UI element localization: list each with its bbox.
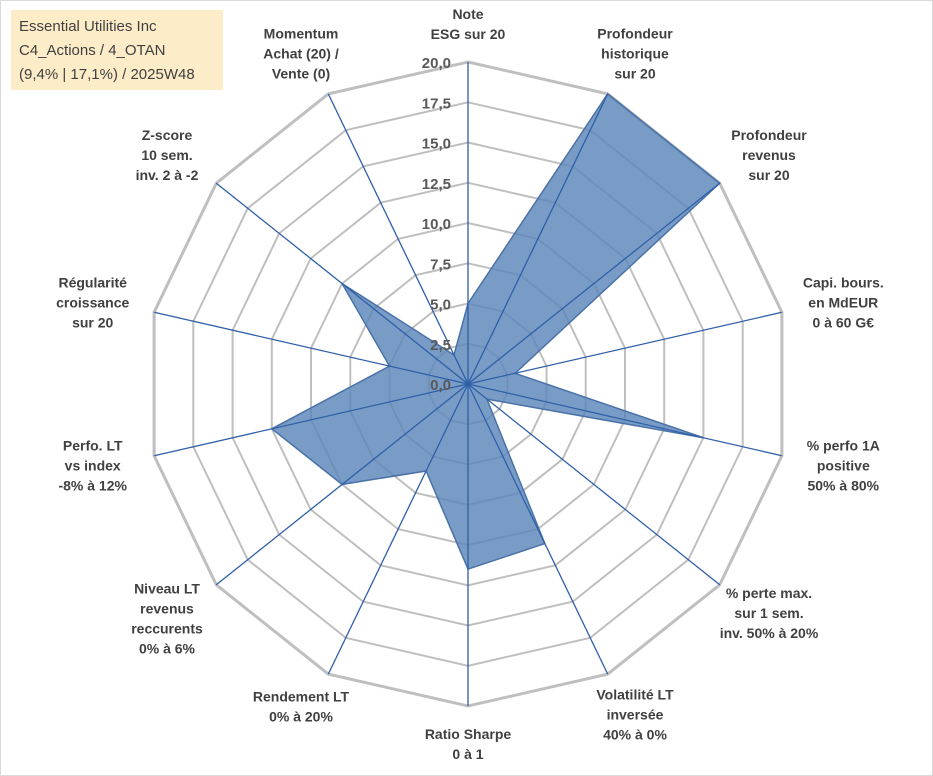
axis-label-line: 0% à 20% xyxy=(269,709,333,725)
radial-tick-label: 15,0 xyxy=(422,136,451,153)
axis-label-line: en MdEUR xyxy=(808,294,878,310)
radial-tick-label: 17,5 xyxy=(422,95,451,112)
axis-label-line: 50% à 80% xyxy=(807,478,879,494)
axis-spoke xyxy=(467,93,609,385)
axis-spoke xyxy=(153,311,469,385)
axis-label-line: Profondeur xyxy=(597,25,673,41)
axis-label-line: inv. 50% à 20% xyxy=(720,625,819,641)
axis-label-line: Momentum xyxy=(264,25,339,41)
axis-spoke xyxy=(327,93,469,385)
axis-label-line: 0% à 6% xyxy=(139,640,196,656)
axis-label: Ratio Sharpe 0 à 1 xyxy=(425,726,512,762)
axis-label-line: sur 1 sem. xyxy=(734,605,803,621)
axis-label-line: positive xyxy=(817,458,870,474)
data-series-area xyxy=(270,92,721,571)
axis-label-line: historique xyxy=(601,45,669,61)
axis-label-line: Volatilité LT xyxy=(596,687,674,703)
axis-label: Profondeur revenus sur 20 xyxy=(731,127,807,183)
axis-label: Rendement LT 0% à 20% xyxy=(253,689,350,725)
axis-label-line: sur 20 xyxy=(614,65,655,81)
axis-label-line: revenus xyxy=(742,147,796,163)
title-line-company: Essential Utilities Inc xyxy=(19,18,157,35)
axis-label: Capi. bours. en MdEUR 0 à 60 G€ xyxy=(803,274,884,330)
axis-label-line: ESG sur 20 xyxy=(431,26,506,42)
radar-spokes xyxy=(153,62,783,706)
axis-label-line: 0 à 1 xyxy=(452,746,483,762)
axis-label-line: inv. 2 à -2 xyxy=(136,167,199,183)
axis-label: % perfo 1A positive 50% à 80% xyxy=(807,438,880,494)
axis-label-line: vs index xyxy=(65,458,121,474)
axis-label-line: 40% à 0% xyxy=(603,727,667,743)
axis-label-line: Régularité xyxy=(58,274,127,290)
axis-label-line: Rendement LT xyxy=(253,689,350,705)
axis-spoke xyxy=(327,383,469,675)
axis-label-line: croissance xyxy=(56,294,129,310)
radial-tick-labels: 0,0 2,5 5,0 7,5 10,0 12,5 15,0 17,5 20,0 xyxy=(422,55,451,394)
axis-spoke xyxy=(215,383,469,586)
axis-label-line: Note xyxy=(452,6,483,22)
axis-spoke xyxy=(467,383,609,675)
axis-spoke xyxy=(153,383,469,457)
axis-label-line: Ratio Sharpe xyxy=(425,726,512,742)
radial-tick-label: 2,5 xyxy=(430,337,451,354)
axis-labels: Note ESG sur 20 Profondeur historique sur 20… xyxy=(56,6,884,762)
radial-tick-label: 12,5 xyxy=(422,176,451,193)
axis-spoke xyxy=(467,311,783,385)
radial-tick-label: 5,0 xyxy=(430,297,451,314)
axis-label-line: % perte max. xyxy=(726,585,812,601)
title-line-category: C4_Actions / 4_OTAN xyxy=(19,42,166,59)
axis-label-line: Niveau LT xyxy=(134,580,200,596)
axis-label-line: Capi. bours. xyxy=(803,274,884,290)
axis-spoke xyxy=(215,182,469,385)
axis-label-line: 10 sem. xyxy=(141,147,192,163)
radial-tick-label: 10,0 xyxy=(422,216,451,233)
axis-label: Profondeur historique sur 20 xyxy=(597,25,673,81)
axis-label: Note ESG sur 20 xyxy=(431,6,506,42)
axis-spoke xyxy=(467,383,783,457)
axis-spoke xyxy=(467,383,721,586)
axis-label: Z-score 10 sem. inv. 2 à -2 xyxy=(136,127,199,183)
axis-spoke xyxy=(467,182,721,385)
axis-label-line: revenus xyxy=(140,600,194,616)
axis-label: Perfo. LT vs index -8% à 12% xyxy=(58,438,127,494)
radial-tick-label: 20,0 xyxy=(422,55,451,72)
axis-label: Régularité croissance sur 20 xyxy=(56,274,129,330)
axis-label-line: Achat (20) / xyxy=(263,45,339,61)
axis-label: Niveau LT revenus reccurents 0% à 6% xyxy=(131,580,203,656)
axis-label-line: Z-score xyxy=(142,127,193,143)
axis-label-line: sur 20 xyxy=(72,314,113,330)
axis-label: Momentum Achat (20) / Vente (0) xyxy=(263,25,339,81)
axis-label-line: reccurents xyxy=(131,620,203,636)
radial-tick-label: 0,0 xyxy=(430,377,451,394)
axis-label-line: Perfo. LT xyxy=(63,438,123,454)
title-line-period: (9,4% | 17,1%) / 2025W48 xyxy=(19,66,195,83)
radial-tick-label: 7,5 xyxy=(430,256,451,273)
axis-label-line: inversée xyxy=(607,707,664,723)
chart-title-box: Essential Utilities Inc C4_Actions / 4_O… xyxy=(11,10,223,90)
axis-label-line: % perfo 1A xyxy=(807,438,880,454)
axis-label-line: 0 à 60 G€ xyxy=(813,314,875,330)
axis-label: Volatilité LT inversée 40% à 0% xyxy=(596,687,674,743)
axis-label-line: -8% à 12% xyxy=(58,478,127,494)
axis-label-line: sur 20 xyxy=(748,167,789,183)
axis-label: % perte max. sur 1 sem. inv. 50% à 20% xyxy=(720,585,819,641)
axis-label-line: Profondeur xyxy=(731,127,807,143)
axis-label-line: Vente (0) xyxy=(272,65,330,81)
